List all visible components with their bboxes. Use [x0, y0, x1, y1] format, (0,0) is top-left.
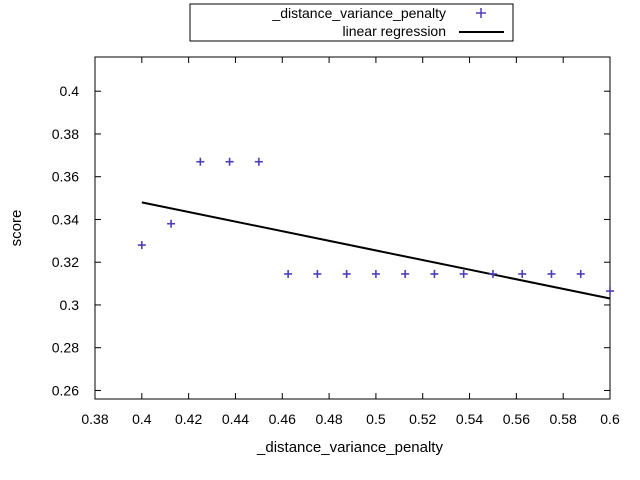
regression-line [141, 201, 611, 300]
data-point [342, 269, 351, 278]
x-tick-label: 0.56 [503, 411, 530, 427]
y-tick-label: 0.3 [60, 297, 80, 313]
data-point [225, 157, 234, 166]
data-point [576, 269, 585, 278]
data-point [284, 269, 293, 278]
data-point [167, 219, 176, 228]
legend: _distance_variance_penalty linear regres… [189, 3, 514, 42]
y-tick-label: 0.32 [52, 254, 79, 270]
x-tick-label: 0.46 [269, 411, 296, 427]
y-tick-label: 0.38 [52, 126, 79, 142]
x-axis: 0.38 0.4 0.42 0.44 0.46 0.48 0.5 0.52 0.54 0.56 0.… [81, 57, 620, 427]
x-tick-label: 0.48 [315, 411, 342, 427]
data-point [430, 269, 439, 278]
data-point [488, 269, 497, 278]
data-point [254, 157, 263, 166]
data-point [606, 287, 614, 296]
x-tick-label: 0.52 [409, 411, 436, 427]
y-tick-label: 0.28 [52, 340, 79, 356]
data-point [137, 241, 146, 250]
legend-marker-scatter [476, 8, 486, 18]
x-tick-label: 0.44 [222, 411, 249, 427]
x-tick-label: 0.4 [132, 411, 152, 427]
y-axis: 0.26 0.28 0.3 0.32 0.34 0.36 0.38 0.4 [52, 83, 610, 398]
x-axis-label: _distance_variance_penalty [256, 439, 443, 456]
y-tick-label: 0.36 [52, 169, 79, 185]
x-tick-label: 0.38 [81, 411, 108, 427]
data-point [371, 269, 380, 278]
data-point [401, 269, 410, 278]
points-layer [137, 157, 614, 296]
data-point [547, 269, 556, 278]
x-tick-label: 0.5 [366, 411, 386, 427]
legend-box [189, 3, 514, 42]
data-point [459, 269, 468, 278]
y-tick-label: 0.34 [52, 211, 79, 227]
x-tick-label: 0.58 [550, 411, 577, 427]
plot-frame [94, 56, 611, 400]
data-point [518, 269, 527, 278]
data-point [196, 157, 205, 166]
legend-label-regression: linear regression [343, 23, 447, 39]
data-point [313, 269, 322, 278]
y-tick-label: 0.4 [60, 83, 80, 99]
legend-label-scatter: _distance_variance_penalty [271, 5, 446, 21]
x-tick-label: 0.42 [175, 411, 202, 427]
x-tick-label: 0.6 [600, 411, 620, 427]
regression-layer [141, 201, 611, 300]
y-axis-label: score [8, 210, 25, 247]
y-tick-label: 0.26 [52, 382, 79, 398]
x-tick-label: 0.54 [456, 411, 483, 427]
